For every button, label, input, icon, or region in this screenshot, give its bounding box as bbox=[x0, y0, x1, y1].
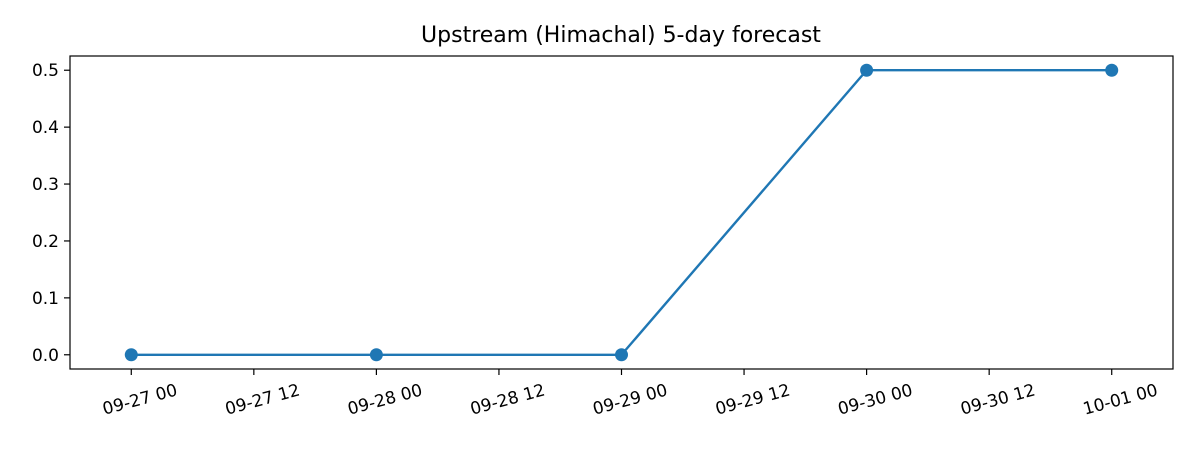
y-tick-label: 0.4 bbox=[32, 118, 59, 138]
x-tick-label: 09-27 12 bbox=[223, 381, 302, 420]
data-point bbox=[615, 348, 628, 362]
data-point bbox=[1105, 63, 1119, 77]
y-tick-label: 0.0 bbox=[32, 346, 59, 366]
y-axis: 0.0 0.1 0.2 0.3 0.4 0.5 bbox=[32, 61, 70, 366]
x-tick-label: 10-01 00 bbox=[1081, 381, 1160, 420]
x-tick-label: 09-30 12 bbox=[958, 381, 1037, 420]
x-tick-label: 09-28 00 bbox=[346, 381, 425, 420]
x-tick-label: 09-28 12 bbox=[468, 381, 547, 420]
y-tick-label: 0.5 bbox=[32, 61, 59, 81]
chart-title: Upstream (Himachal) 5-day forecast bbox=[421, 23, 821, 48]
data-point bbox=[860, 63, 874, 77]
x-tick-label: 09-29 00 bbox=[591, 381, 670, 420]
x-tick-label: 09-27 00 bbox=[101, 381, 180, 420]
x-tick-label: 09-29 12 bbox=[713, 381, 792, 420]
y-tick-label: 0.1 bbox=[32, 289, 59, 309]
x-axis: 09-27 00 09-27 12 09-28 00 09-28 12 09-29 00… bbox=[101, 369, 1160, 420]
x-tick-label: 09-30 00 bbox=[836, 381, 915, 420]
data-point bbox=[124, 348, 138, 362]
series-group bbox=[124, 63, 1119, 362]
y-tick-label: 0.3 bbox=[32, 175, 59, 195]
y-tick-label: 0.2 bbox=[32, 232, 59, 252]
plot-area bbox=[69, 55, 1174, 370]
data-point bbox=[369, 348, 383, 362]
